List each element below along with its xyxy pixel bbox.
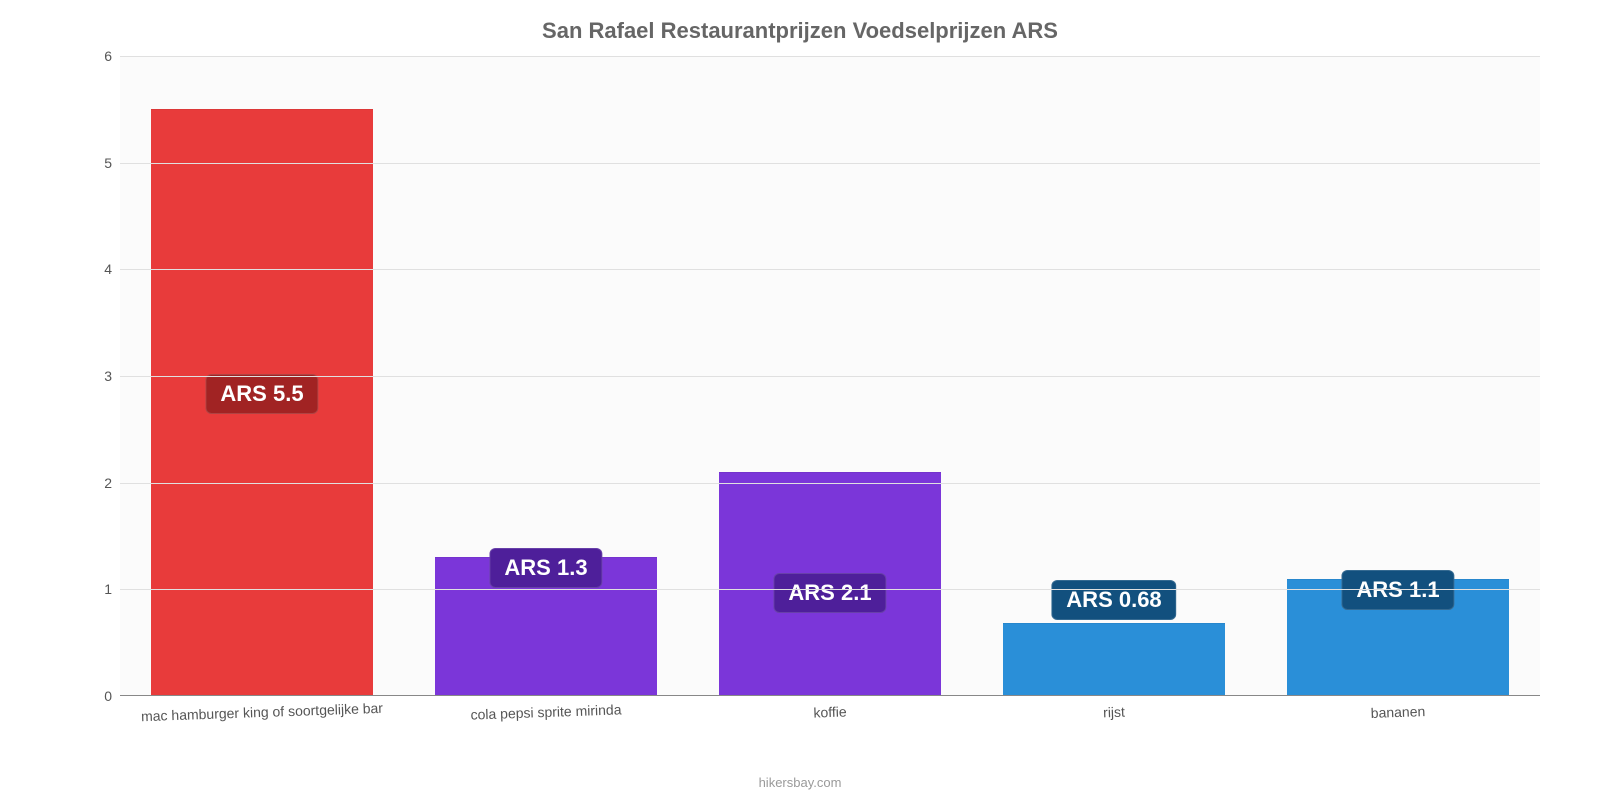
gridline — [120, 56, 1540, 57]
x-label: bananen — [1256, 699, 1540, 725]
gridline — [120, 589, 1540, 590]
bar: ARS 5.5 — [151, 109, 373, 696]
y-tick: 6 — [82, 48, 112, 64]
chart-title: San Rafael Restaurantprijzen Voedselprij… — [40, 10, 1560, 56]
x-label: mac hamburger king of soortgelijke bar — [120, 699, 404, 725]
bar: ARS 1.1 — [1287, 579, 1509, 696]
bar: ARS 0.68 — [1003, 623, 1225, 696]
gridline — [120, 269, 1540, 270]
y-tick: 2 — [82, 475, 112, 491]
y-tick: 5 — [82, 155, 112, 171]
gridline — [120, 163, 1540, 164]
bar-value-label: ARS 5.5 — [205, 374, 318, 414]
chart-container: San Rafael Restaurantprijzen Voedselprij… — [0, 0, 1600, 800]
bar-value-label: ARS 2.1 — [773, 573, 886, 613]
x-axis-labels: mac hamburger king of soortgelijke barco… — [120, 704, 1540, 720]
bar-value-label: ARS 0.68 — [1051, 580, 1176, 620]
x-label: cola pepsi sprite mirinda — [404, 699, 688, 725]
y-tick: 1 — [82, 581, 112, 597]
attribution-text: hikersbay.com — [0, 775, 1600, 790]
gridline — [120, 376, 1540, 377]
y-tick: 4 — [82, 261, 112, 277]
y-tick: 0 — [82, 688, 112, 704]
bar: ARS 2.1 — [719, 472, 941, 696]
y-tick: 3 — [82, 368, 112, 384]
plot-area: 0123456 ARS 5.5ARS 1.3ARS 2.1ARS 0.68ARS… — [120, 56, 1540, 696]
bar-value-label: ARS 1.3 — [489, 548, 602, 588]
x-label: rijst — [972, 699, 1256, 725]
y-axis: 0123456 — [80, 56, 120, 696]
bar: ARS 1.3 — [435, 557, 657, 696]
x-label: koffie — [688, 699, 972, 725]
gridline — [120, 483, 1540, 484]
baseline — [120, 695, 1540, 696]
